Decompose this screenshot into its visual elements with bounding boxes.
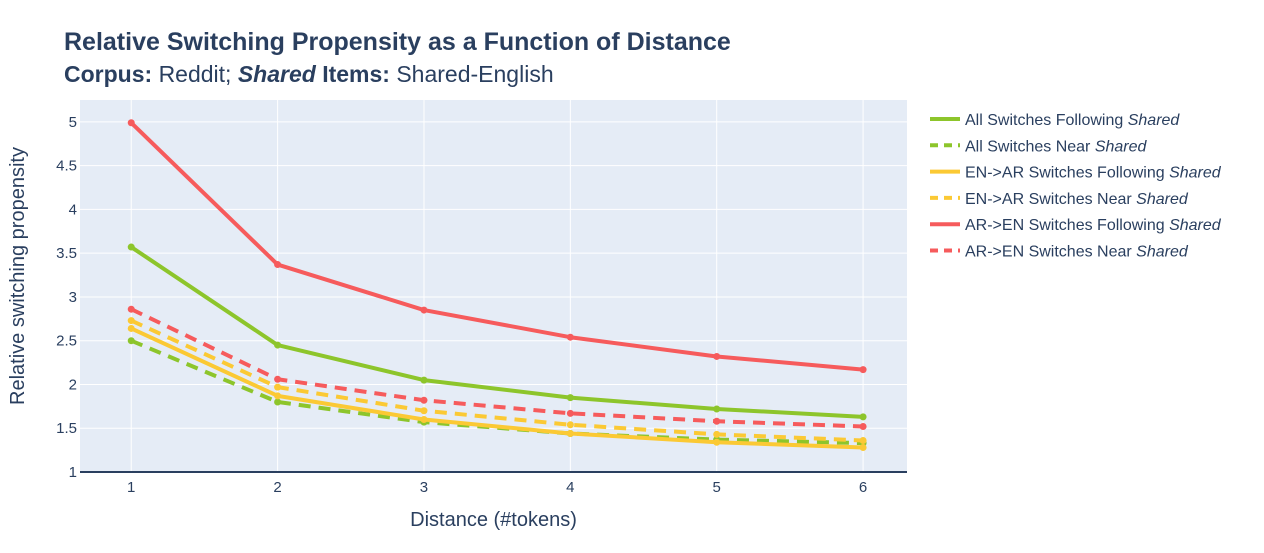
data-point[interactable] — [127, 119, 135, 127]
corpus-value: Reddit; — [158, 61, 232, 87]
legend-item[interactable]: AR->EN Switches Near Shared — [930, 244, 1189, 261]
plot-background — [80, 100, 907, 472]
legend-item[interactable]: All Switches Following Shared — [930, 112, 1180, 129]
series-0 — [127, 243, 867, 421]
legend-label-italic: Shared — [1136, 191, 1189, 208]
y-tick-label: 2 — [69, 376, 77, 393]
legend-item[interactable]: EN->AR Switches Following Shared — [930, 165, 1222, 182]
series-2 — [127, 324, 867, 451]
legend-label: AR->EN Switches Near Shared — [965, 244, 1189, 261]
data-point[interactable] — [420, 407, 428, 415]
data-point[interactable] — [566, 409, 574, 417]
legend-item[interactable]: All Switches Near Shared — [930, 138, 1148, 155]
data-point[interactable] — [859, 422, 867, 430]
chart-title: Relative Switching Propensity as a Funct… — [64, 28, 731, 56]
y-tick-label: 2.5 — [56, 333, 77, 350]
data-point[interactable] — [859, 443, 867, 451]
x-tick-label: 5 — [713, 479, 721, 496]
data-point[interactable] — [274, 375, 282, 383]
y-tick-label: 1 — [69, 464, 77, 481]
legend-label: All Switches Near Shared — [965, 138, 1148, 155]
data-point[interactable] — [127, 305, 135, 313]
x-tick-label: 3 — [420, 479, 428, 496]
legend-label: AR->EN Switches Following Shared — [965, 217, 1222, 234]
y-tick-label: 5 — [69, 114, 77, 131]
data-point[interactable] — [566, 429, 574, 437]
legend-label-text: AR->EN Switches Following — [965, 217, 1169, 234]
series-line — [130, 318, 864, 443]
y-tick-label: 1.5 — [56, 420, 77, 437]
x-tick-label: 4 — [566, 479, 574, 496]
y-axis-ticks: 1 1.5 2 2.5 3 3.5 4 4.5 5 — [56, 114, 77, 481]
data-point[interactable] — [127, 317, 135, 325]
legend-label-text: All Switches Near — [965, 138, 1095, 155]
legend-label-text: EN->AR Switches Following — [965, 165, 1169, 182]
items-label: Items: — [322, 61, 390, 87]
data-point[interactable] — [420, 415, 428, 423]
series-4 — [127, 119, 867, 374]
data-point[interactable] — [127, 243, 135, 251]
data-point[interactable] — [420, 376, 428, 384]
legend-label-italic: Shared — [1128, 112, 1181, 129]
series-3 — [127, 317, 867, 444]
data-point[interactable] — [713, 430, 721, 438]
legend-item[interactable]: AR->EN Switches Following Shared — [930, 217, 1222, 234]
data-point[interactable] — [420, 306, 428, 314]
y-tick-label: 3.5 — [56, 245, 77, 262]
data-point[interactable] — [713, 352, 721, 360]
data-point[interactable] — [274, 383, 282, 391]
legend-label-italic: Shared — [1095, 138, 1148, 155]
data-point[interactable] — [713, 438, 721, 446]
legend-label-italic: Shared — [1169, 165, 1222, 182]
y-tick-label: 4 — [69, 201, 77, 218]
legend-item[interactable]: EN->AR Switches Near Shared — [930, 191, 1189, 208]
y-axis-title: Relative switching propensity — [7, 147, 29, 405]
data-point[interactable] — [274, 261, 282, 269]
data-point[interactable] — [859, 413, 867, 421]
legend-label-text: AR->EN Switches Near — [965, 244, 1136, 261]
shared-label: Shared — [237, 61, 316, 87]
series-line — [130, 245, 864, 419]
legend-label: All Switches Following Shared — [965, 112, 1180, 129]
series-line — [130, 326, 864, 450]
data-point[interactable] — [274, 392, 282, 400]
data-point[interactable] — [713, 405, 721, 413]
chart-subtitle: Corpus: Reddit; Shared Items: Shared-Eng… — [64, 58, 731, 90]
y-tick-label: 3 — [69, 289, 77, 306]
items-value: Shared-English — [396, 61, 554, 87]
data-point[interactable] — [713, 417, 721, 425]
y-tick-label: 4.5 — [56, 158, 77, 175]
series-line — [130, 307, 864, 429]
data-point[interactable] — [420, 396, 428, 404]
series-5 — [127, 305, 867, 430]
data-point[interactable] — [566, 394, 574, 402]
data-point[interactable] — [127, 337, 135, 345]
data-point[interactable] — [859, 366, 867, 374]
x-tick-label: 1 — [127, 479, 135, 496]
chart-title-block: Relative Switching Propensity as a Funct… — [64, 26, 731, 90]
corpus-label: Corpus: — [64, 61, 153, 87]
data-point[interactable] — [274, 341, 282, 349]
legend-label: EN->AR Switches Following Shared — [965, 165, 1222, 182]
series-line — [129, 121, 864, 372]
legend-label-italic: Shared — [1169, 217, 1222, 234]
series-layer — [127, 119, 867, 451]
data-point[interactable] — [859, 436, 867, 444]
data-point[interactable] — [566, 333, 574, 341]
data-point[interactable] — [274, 398, 282, 406]
x-tick-label: 6 — [859, 479, 867, 496]
data-point[interactable] — [127, 324, 135, 332]
series-line — [130, 338, 864, 446]
plot-area — [80, 100, 907, 473]
x-tick-label: 2 — [273, 479, 281, 496]
legend-label-text: All Switches Following — [965, 112, 1128, 129]
legend-label-text: EN->AR Switches Near — [965, 191, 1136, 208]
legend-label: EN->AR Switches Near Shared — [965, 191, 1189, 208]
data-point[interactable] — [566, 421, 574, 429]
legend-label-italic: Shared — [1136, 244, 1189, 261]
x-axis-ticks: 1 2 3 4 5 6 — [127, 479, 867, 496]
x-axis-title: Distance (#tokens) — [410, 509, 577, 531]
